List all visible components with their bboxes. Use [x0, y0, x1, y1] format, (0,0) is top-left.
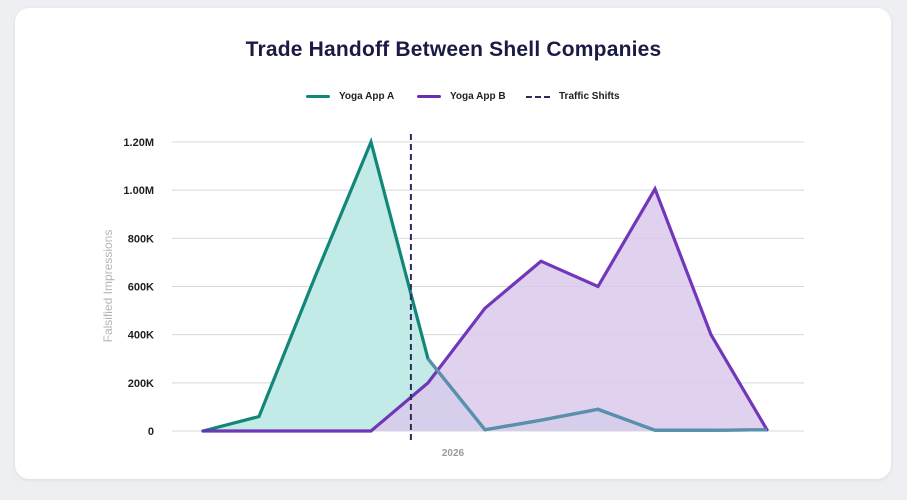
legend-swatch-series-b: [417, 95, 441, 98]
series-line-overlap: [426, 357, 768, 432]
y-axis-label: Falsified Impressions: [101, 230, 115, 343]
y-tick-label: 1.20M: [123, 137, 154, 149]
legend-item-series-b[interactable]: Yoga App B: [417, 91, 506, 102]
y-tick-label: 0: [148, 426, 154, 438]
x-tick-label: 2026: [442, 448, 465, 459]
legend-label-series-b: Yoga App B: [450, 91, 506, 102]
series-line: [201, 185, 769, 433]
y-tick-label: 200K: [128, 378, 154, 390]
series-area: [203, 142, 767, 431]
y-tick-label: 800K: [128, 233, 154, 245]
y-tick-label: 1.00M: [123, 185, 154, 197]
legend-swatch-series-a: [306, 95, 330, 98]
y-tick-label: 400K: [128, 330, 154, 342]
legend-label-series-a: Yoga App A: [339, 91, 395, 102]
y-tick-label: 600K: [128, 282, 154, 294]
chart-title: Trade Handoff Between Shell Companies: [245, 38, 662, 61]
chart-legend: Yoga App A Yoga App B Traffic Shifts: [0, 91, 907, 107]
legend-label-traffic-shifts: Traffic Shifts: [559, 91, 620, 102]
legend-item-series-a[interactable]: Yoga App A: [306, 91, 394, 102]
legend-item-traffic-shifts[interactable]: Traffic Shifts: [526, 91, 620, 102]
legend-swatch-traffic-shifts: [526, 95, 550, 98]
